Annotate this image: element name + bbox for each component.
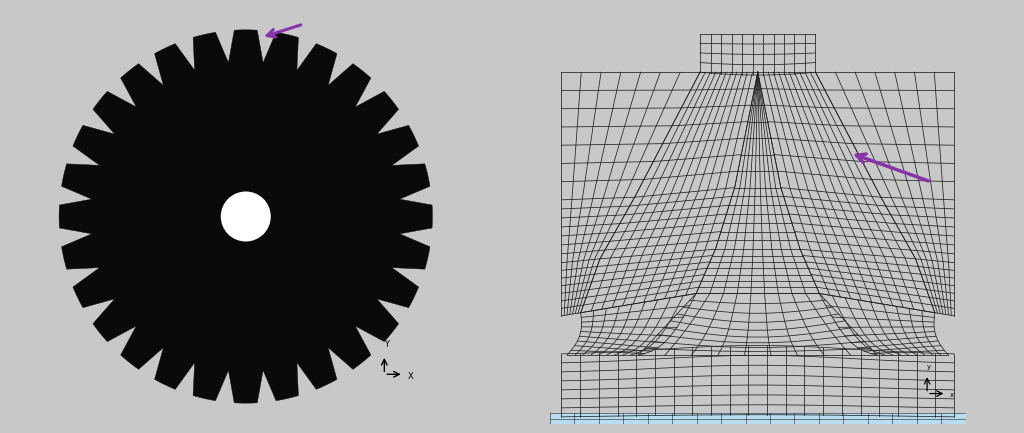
Text: y: y [927,365,931,371]
Circle shape [221,191,270,242]
Circle shape [213,184,279,249]
Bar [550,413,966,430]
Circle shape [204,174,288,259]
Circle shape [234,205,257,228]
Circle shape [228,199,263,234]
Text: x: x [950,392,954,398]
Text: X: X [408,372,413,381]
Circle shape [238,209,254,224]
Text: Y: Y [384,340,389,349]
Circle shape [221,191,270,242]
Polygon shape [59,30,432,403]
